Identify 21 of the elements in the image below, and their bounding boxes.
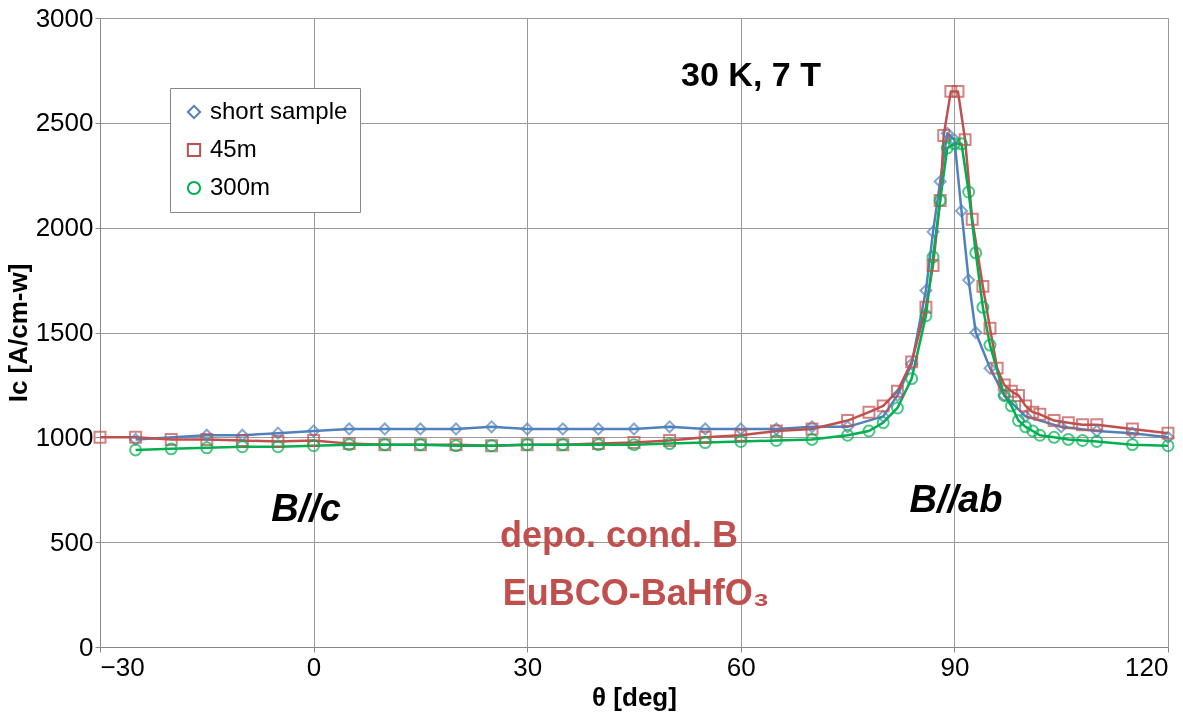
annotation: B//c xyxy=(271,487,341,529)
x-tick-label: 0 xyxy=(306,651,322,682)
x-tick-label: 30 xyxy=(513,651,543,682)
legend-label: 300m xyxy=(210,173,271,200)
x-tick-label: 90 xyxy=(940,651,970,682)
annotation: 30 K, 7 T xyxy=(681,55,822,93)
x-axis-title: θ [deg] xyxy=(592,681,677,712)
x-tick-label: 120 xyxy=(1125,651,1169,682)
y-tick-label: 3000 xyxy=(35,2,94,33)
y-axis-title: Ic [A/cm-w] xyxy=(2,263,33,403)
annotation: B//ab xyxy=(909,478,1003,520)
y-tick-label: 0 xyxy=(79,631,94,662)
y-tick-label: 2500 xyxy=(35,107,94,138)
x-tick-label: −30 xyxy=(100,651,145,682)
x-tick-label: 60 xyxy=(726,651,756,682)
legend-label: short sample xyxy=(210,97,348,124)
y-tick-label: 1500 xyxy=(35,317,94,347)
y-tick-label: 500 xyxy=(50,526,94,557)
legend-label: 45m xyxy=(210,135,257,162)
y-tick-label: 1000 xyxy=(35,421,94,452)
y-tick-label: 2000 xyxy=(35,212,94,243)
